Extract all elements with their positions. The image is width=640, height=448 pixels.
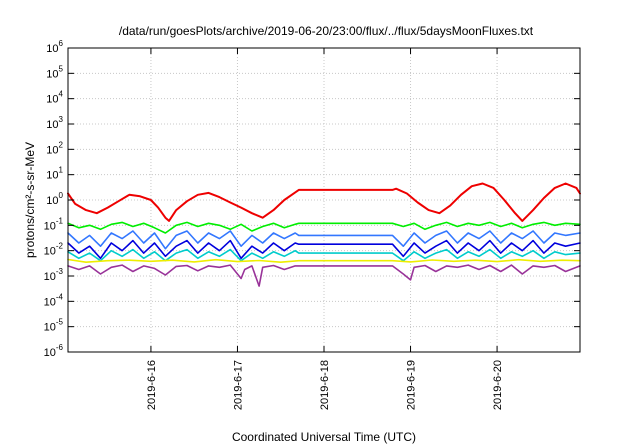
x-axis-label: Coordinated Universal Time (UTC): [232, 430, 416, 444]
y-tick-label: 105: [46, 64, 63, 80]
x-tick-label: 2019-6-19: [406, 360, 418, 410]
x-tick-label: 2019-6-20: [492, 360, 504, 410]
y-axis-label: protons/cm²-s-sr-MeV: [23, 142, 37, 258]
grid-lines: [68, 48, 580, 352]
y-tick-label: 100: [46, 191, 63, 207]
series-line-3: [67, 230, 581, 250]
x-tick-label: 2019-6-16: [146, 360, 158, 410]
y-tick-label: 106: [46, 39, 63, 55]
y-tick-label: 10-3: [44, 267, 64, 283]
series-line-1: [67, 182, 581, 222]
y-tick-label: 10-1: [44, 216, 64, 232]
series-line-5: [67, 248, 581, 262]
y-tick-label: 10-6: [44, 343, 64, 359]
chart-title: /data/run/goesPlots/archive/2019-06-20/2…: [119, 24, 534, 38]
y-axis-ticks: 10-6 10-5 10-4 10-3 10-2 10-1 100 101 102 103 104 1…: [44, 39, 580, 359]
y-tick-label: 101: [46, 166, 63, 182]
series-line-2: [67, 221, 581, 234]
x-tick-label: 2019-6-18: [319, 360, 331, 410]
x-axis-ticks: 2019-6-16 2019-6-17 2019-6-18 2019-6-19 2019…: [146, 48, 504, 410]
series-lines: [67, 182, 581, 287]
y-tick-label: 102: [46, 140, 63, 156]
series-line-4: [67, 239, 581, 260]
series-line-6: [67, 258, 581, 264]
y-tick-label: 103: [46, 115, 63, 131]
x-tick-label: 2019-6-17: [232, 360, 244, 410]
y-tick-label: 10-4: [44, 292, 64, 308]
series-line-7: [67, 264, 581, 287]
y-tick-label: 10-5: [44, 318, 64, 334]
y-tick-label: 104: [46, 90, 63, 106]
y-tick-label: 10-2: [44, 242, 64, 258]
